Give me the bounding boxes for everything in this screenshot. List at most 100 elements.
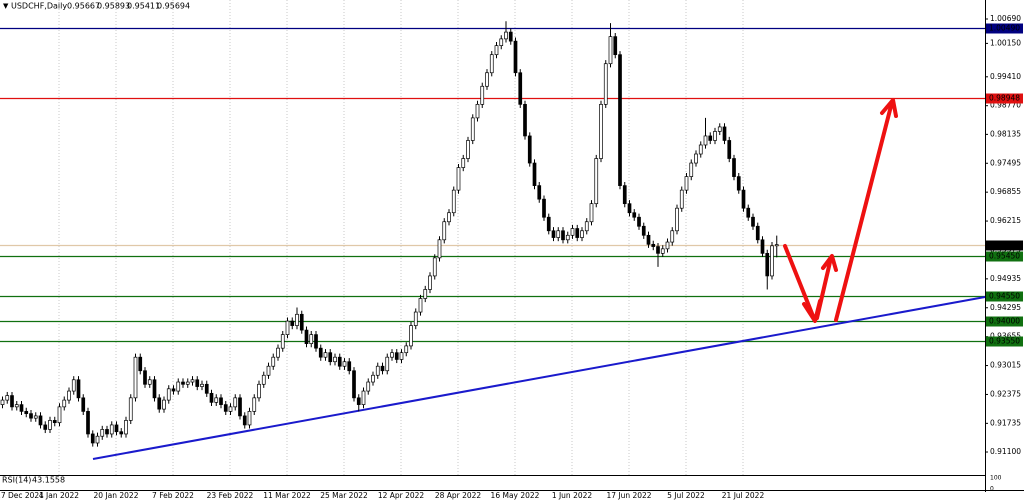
candle-body [703,135,708,146]
candle-body [428,275,432,290]
candle-body [333,356,337,363]
y-tick-label: 0.96855 [990,187,1021,196]
arrow-down [783,244,815,318]
candle-body [356,397,361,405]
level-label: 0.95694 [989,241,1020,250]
level-label-bg [986,23,1023,34]
level-label: 0.93550 [989,337,1020,346]
level-label: 1.00490 [989,24,1020,33]
candle-body [171,388,176,392]
candle-body [489,54,494,74]
candle-body [347,361,352,372]
candle-body [394,352,399,360]
candle-body [727,140,732,159]
candle-body [461,158,466,168]
candle-body [499,38,504,46]
candle-body [608,36,613,65]
candle-body [594,158,599,205]
candle-body [323,352,328,358]
candle-body [537,185,542,200]
candle-body [0,399,5,405]
candle-body [774,244,779,247]
level-label: 0.94000 [989,317,1020,326]
candle-body [86,411,90,435]
candle-body [432,257,437,277]
x-tick-label: 5 Jul 2022 [667,491,705,500]
candle-body [280,334,285,349]
candle-body [48,420,52,430]
candle-body [195,379,200,387]
x-tick-label: 16 May 2022 [491,491,540,500]
candle-body [5,395,10,401]
candle-body [570,228,575,236]
candle-body [708,135,713,141]
candle-body [480,85,485,105]
candle-body [95,435,100,444]
level-label-bg [986,251,1023,262]
candle-body [29,413,33,419]
candle-body [214,397,219,403]
candle-body [157,397,162,410]
level-label: 0.94550 [989,292,1020,301]
candle-body [62,399,67,408]
candle-body [52,420,57,424]
candle-body [380,365,385,372]
candle-body [732,158,736,177]
rsi-label: RSI(14) [2,476,31,485]
candle-body [760,239,765,254]
level-label-bg [986,316,1023,327]
candle-body [314,334,318,349]
y-tick-label: 0.96215 [990,216,1021,225]
candle-body [90,433,95,444]
candle-body [257,383,261,399]
candle-body [299,313,304,331]
y-tick-label: 0.92375 [990,389,1021,398]
candle-body [485,72,489,87]
candle-body [247,411,252,426]
candle-body [418,298,423,313]
candle-body [551,230,556,238]
rsi-tick-label: 100 [990,475,1002,482]
candle-body [204,383,209,394]
candle-body [475,103,480,119]
arrow-head [880,98,898,118]
projection-arrows [783,98,898,323]
candle-body [698,144,703,155]
x-tick-label: 11 Mar 2022 [263,491,311,500]
candle-body [200,383,204,387]
candle-body [456,167,461,191]
candle-body [304,329,309,345]
candle-body [390,352,394,358]
x-tick-label: 4 Jan 2022 [39,491,79,500]
candle-body [328,352,333,363]
candle-body [318,347,323,358]
candle-body [746,207,751,218]
candle-body [385,356,390,372]
candle-body [622,185,627,205]
candle-body [442,221,447,241]
candle-body [637,216,641,227]
candle-body [162,399,166,410]
candle-body [252,397,257,412]
level-label-bg [986,240,1023,251]
candle-body [81,397,86,412]
candle-body [181,381,185,385]
level-label: 0.98948 [989,94,1020,103]
y-tick-label: 0.97495 [990,158,1021,167]
candle-body [19,404,24,412]
y-tick-label: 1.00150 [990,38,1021,47]
y-tick-label: 0.98135 [990,129,1021,138]
candle-body [375,365,380,376]
candle-body [513,40,518,74]
candle-body [100,429,105,437]
candle-body [124,420,128,435]
candle-body [271,356,276,367]
candle-body [309,334,314,345]
candle-body [437,239,442,259]
x-tick-label: 1 Jun 2022 [552,491,593,500]
candle-body [233,397,238,408]
candle-body [618,54,622,186]
candle-body [613,36,618,56]
candle-body [366,381,371,392]
